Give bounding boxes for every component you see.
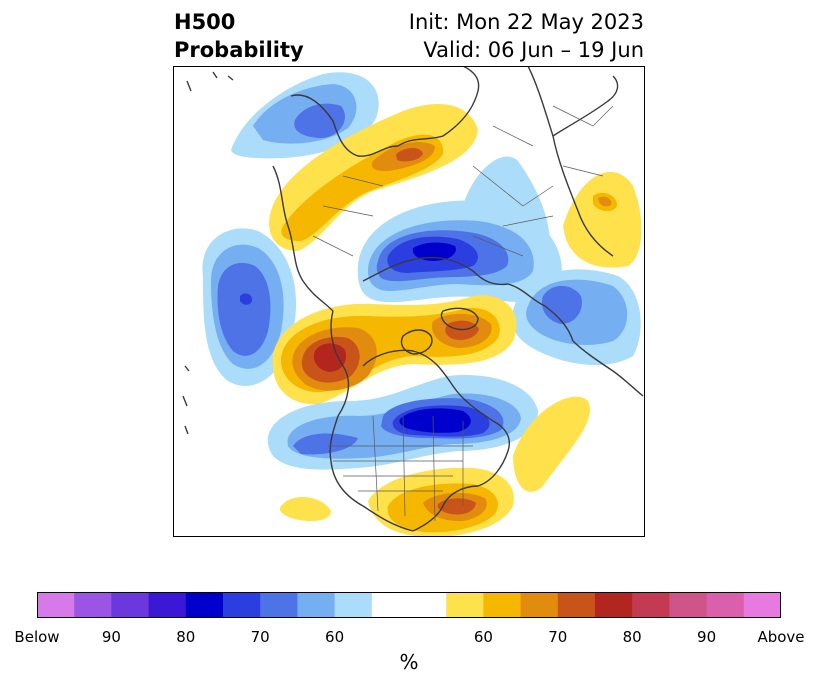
colorbar-tick-label: 90 (101, 628, 121, 646)
colorbar-segment (185, 592, 224, 618)
colorbar-segment (669, 592, 708, 618)
anomaly-europe-below (231, 72, 379, 159)
colorbar-segment (706, 592, 745, 618)
colorbar-segment (260, 592, 298, 618)
title-right: Init: Mon 22 May 2023 Valid: 06 Jun – 19… (409, 8, 644, 64)
colorbar-tick-label: Above (757, 628, 805, 646)
anomaly-canada-above (272, 295, 517, 405)
colorbar-segment (632, 592, 670, 618)
colorbar-segment (74, 592, 112, 618)
borders (312, 105, 614, 522)
colorbar-tick-label: 90 (697, 628, 717, 646)
anomaly-arctic-below (357, 200, 562, 303)
colorbar-segment (520, 592, 559, 618)
title-left: H500 Probability (174, 8, 304, 64)
anomaly-russia-above (269, 103, 478, 251)
colorbar-segment (483, 592, 522, 618)
colorbar-segment (37, 592, 75, 618)
colorbar-segment (446, 592, 484, 618)
anomaly-pacific-above (563, 171, 642, 268)
init-date: Init: Mon 22 May 2023 (408, 10, 644, 34)
colorbar-segment (595, 592, 633, 618)
colorbar-border (37, 592, 781, 618)
colorbar-segment (557, 592, 596, 618)
colorbar-segment (743, 592, 781, 618)
colorbar-segment (334, 592, 373, 618)
colorbar-unit: % (399, 650, 419, 674)
probability-map (173, 66, 645, 537)
colorbar (37, 592, 781, 618)
colorbar-segment (297, 592, 336, 618)
colorbar-segment (409, 592, 447, 618)
colorbar-tick-label: 80 (176, 628, 196, 646)
colorbar-segment (371, 592, 410, 618)
colorbar-tick-label: 70 (548, 628, 568, 646)
colorbar-tick-label: Below (14, 628, 60, 646)
colorbar-segment (148, 592, 187, 618)
coastlines (182, 66, 644, 532)
colorbar-segment (223, 592, 261, 618)
valid-range: Valid: 06 Jun – 19 Jun (423, 38, 644, 62)
anomaly-gulf-alaska-below (511, 269, 641, 366)
title-type: Probability (174, 38, 304, 62)
colorbar-tick-label: 60 (325, 628, 345, 646)
anomaly-atlantic-below (202, 228, 297, 386)
title-variable: H500 (174, 10, 236, 34)
colorbar-tick-label: 80 (622, 628, 642, 646)
map-border (173, 66, 645, 537)
colorbar-tick-label: 60 (473, 628, 493, 646)
colorbar-segment (111, 592, 150, 618)
colorbar-tick-label: 70 (250, 628, 270, 646)
